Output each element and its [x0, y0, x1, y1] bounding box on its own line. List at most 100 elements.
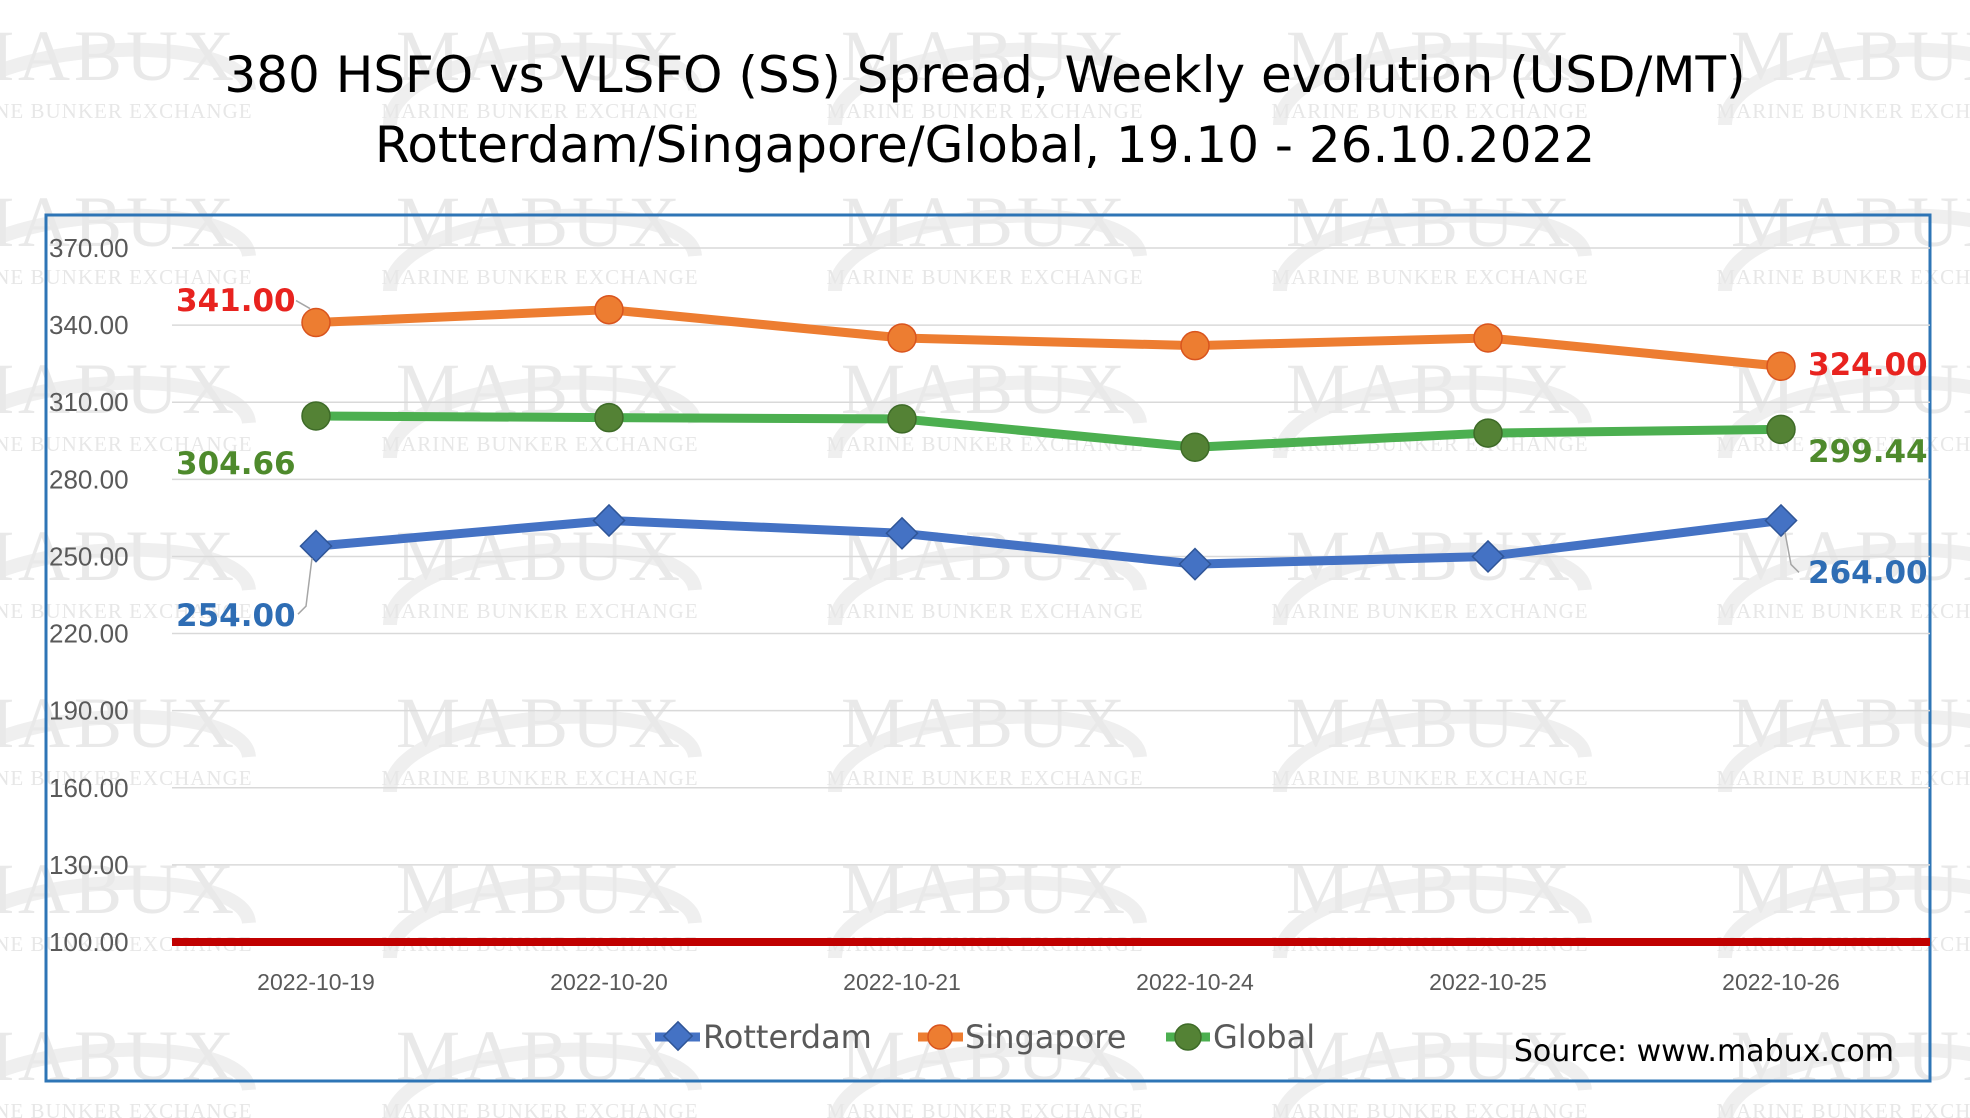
watermark-tagline: MARINE BUNKER EXCHANGE	[826, 599, 1143, 623]
y-tick-label: 100.00	[49, 927, 129, 957]
watermark-swoosh	[383, 542, 702, 626]
data-point-rotterdam[interactable]	[299, 529, 333, 563]
watermark-swoosh	[1719, 1042, 1970, 1118]
watermark-tagline: MARINE BUNKER EXCHANGE	[1271, 265, 1588, 289]
watermark-swoosh	[1273, 375, 1592, 459]
data-point-singapore[interactable]	[887, 323, 917, 353]
watermark-swoosh	[383, 709, 702, 793]
watermark-swoosh	[828, 208, 1147, 292]
watermark-tagline: MARINE BUNKER EXCHANGE	[381, 599, 698, 623]
y-tick-label: 280.00	[49, 464, 129, 494]
watermark-swoosh	[828, 375, 1147, 459]
y-tick-label: 340.00	[49, 310, 129, 340]
watermark-brand: MABUX	[1731, 849, 1970, 929]
watermark-brand: MABUX	[841, 849, 1129, 929]
watermark-layer: MABUX MARINE BUNKER EXCHANGE MABUX MARINE B…	[0, 16, 1970, 1118]
data-point-singapore[interactable]	[1766, 351, 1796, 381]
watermark-tagline: MARINE BUNKER EXCHANGE	[1271, 99, 1588, 123]
watermark-tagline: MARINE BUNKER EXCHANGE	[381, 1099, 698, 1118]
data-point-singapore[interactable]	[1473, 323, 1503, 353]
leader-line-rotterdam	[1784, 532, 1800, 573]
watermark-swoosh	[0, 542, 256, 592]
watermark-swoosh	[828, 42, 1147, 126]
watermark-tagline: MARINE BUNKER EXCHANGE	[1716, 432, 1970, 456]
data-point-global[interactable]	[301, 401, 331, 431]
legend-rotterdam-diamond-icon	[662, 1020, 694, 1052]
watermark-brand: MABUX	[841, 182, 1129, 262]
watermark-swoosh	[1718, 542, 1970, 626]
y-tick-label: 220.00	[49, 619, 129, 649]
watermark-swoosh	[1718, 709, 1970, 793]
watermark-brand: MABUX	[1731, 16, 1970, 96]
legend-label-global: Global	[1213, 1018, 1315, 1056]
watermark-tagline: MARINE BUNKER EXCHANGE	[0, 599, 253, 623]
data-point-global[interactable]	[594, 402, 624, 433]
data-point-rotterdam[interactable]	[885, 516, 919, 550]
data-point-singapore[interactable]	[301, 307, 331, 338]
series-line-rotterdam	[315, 515, 1782, 569]
data-label-rotterdam-last: 264.00	[1808, 555, 1928, 591]
legend-item-singapore[interactable]: Singapore	[918, 1018, 1126, 1056]
chart-title: 380 HSFO vs VLSFO (SS) Spread, Weekly ev…	[224, 46, 1745, 104]
x-tick-label: 2022-10-24	[1136, 969, 1254, 995]
watermark-brand: MABUX	[841, 1016, 1129, 1096]
watermark-swoosh	[1273, 208, 1592, 292]
watermark-swoosh	[0, 375, 256, 425]
data-point-global[interactable]	[887, 404, 917, 434]
watermark-tagline: MARINE BUNKER EXCHANGE	[1716, 766, 1970, 790]
legend: Rotterdam Singapore Global	[655, 1018, 1315, 1056]
watermark-brand: MABUX	[0, 349, 238, 429]
data-point-singapore[interactable]	[594, 294, 624, 325]
series-layer	[299, 294, 1798, 581]
data-label-rotterdam-first: 254.00	[176, 598, 296, 634]
x-axis-ticks: 2022-10-19 2022-10-20 2022-10-21 2022-10-24…	[257, 969, 1840, 995]
watermark-swoosh	[383, 375, 702, 459]
data-label-layer: 341.00 324.00 304.66 299.44 254.00 264.00	[176, 283, 1928, 634]
y-tick-label: 370.00	[49, 233, 129, 263]
watermark-swoosh	[0, 42, 256, 92]
watermark-brand: MABUX	[841, 16, 1129, 96]
y-tick-label: 310.00	[49, 387, 129, 417]
watermark-tagline: MARINE BUNKER EXCHANGE	[826, 265, 1143, 289]
watermark-swoosh	[1273, 42, 1592, 126]
y-tick-label: 250.00	[49, 541, 129, 571]
watermark-swoosh	[1273, 542, 1592, 626]
watermark-brand: MABUX	[396, 182, 684, 262]
leader-line-rotterdam	[297, 558, 313, 615]
watermark-tagline: MARINE BUNKER EXCHANGE	[0, 99, 253, 123]
watermark-brand: MABUX	[0, 849, 238, 929]
watermark-tagline: MARINE BUNKER EXCHANGE	[1716, 599, 1970, 623]
watermark-swoosh	[0, 709, 256, 759]
data-point-global[interactable]	[1180, 432, 1210, 462]
watermark-brand: MABUX	[1286, 1016, 1574, 1096]
data-point-global[interactable]	[1473, 418, 1503, 448]
data-point-singapore[interactable]	[1180, 330, 1210, 361]
y-axis-ticks: 100.00 130.00 160.00 190.00 220.00 250.00 280.…	[49, 233, 129, 957]
watermark-tagline: MARINE BUNKER EXCHANGE	[0, 432, 253, 456]
watermark-tagline: MARINE BUNKER EXCHANGE	[0, 1099, 253, 1118]
x-tick-label: 2022-10-20	[550, 969, 668, 995]
data-point-rotterdam[interactable]	[1471, 539, 1505, 574]
chart-subtitle: Rotterdam/Singapore/Global, 19.10 - 26.1…	[375, 116, 1595, 174]
data-label-global-first: 304.66	[176, 446, 296, 482]
data-point-global[interactable]	[1766, 414, 1796, 445]
legend-item-global[interactable]: Global	[1166, 1018, 1315, 1056]
watermark-brand: MABUX	[396, 683, 684, 763]
watermark-swoosh	[1718, 42, 1970, 126]
watermark-brand: MABUX	[0, 16, 238, 96]
data-point-rotterdam[interactable]	[1178, 547, 1212, 581]
watermark-swoosh	[383, 42, 702, 126]
data-point-rotterdam[interactable]	[1764, 503, 1798, 538]
data-point-rotterdam[interactable]	[592, 503, 626, 538]
watermark-swoosh	[0, 1042, 256, 1092]
watermark-tagline: MARINE BUNKER EXCHANGE	[0, 265, 253, 289]
watermark-swoosh	[829, 1042, 1147, 1118]
data-label-singapore-first: 341.00	[176, 283, 296, 319]
watermark-tagline: MARINE BUNKER EXCHANGE	[381, 766, 698, 790]
series-line-global	[315, 411, 1782, 452]
legend-item-rotterdam[interactable]: Rotterdam	[655, 1018, 872, 1056]
watermark-swoosh	[384, 1042, 702, 1118]
watermark-swoosh	[0, 875, 256, 925]
